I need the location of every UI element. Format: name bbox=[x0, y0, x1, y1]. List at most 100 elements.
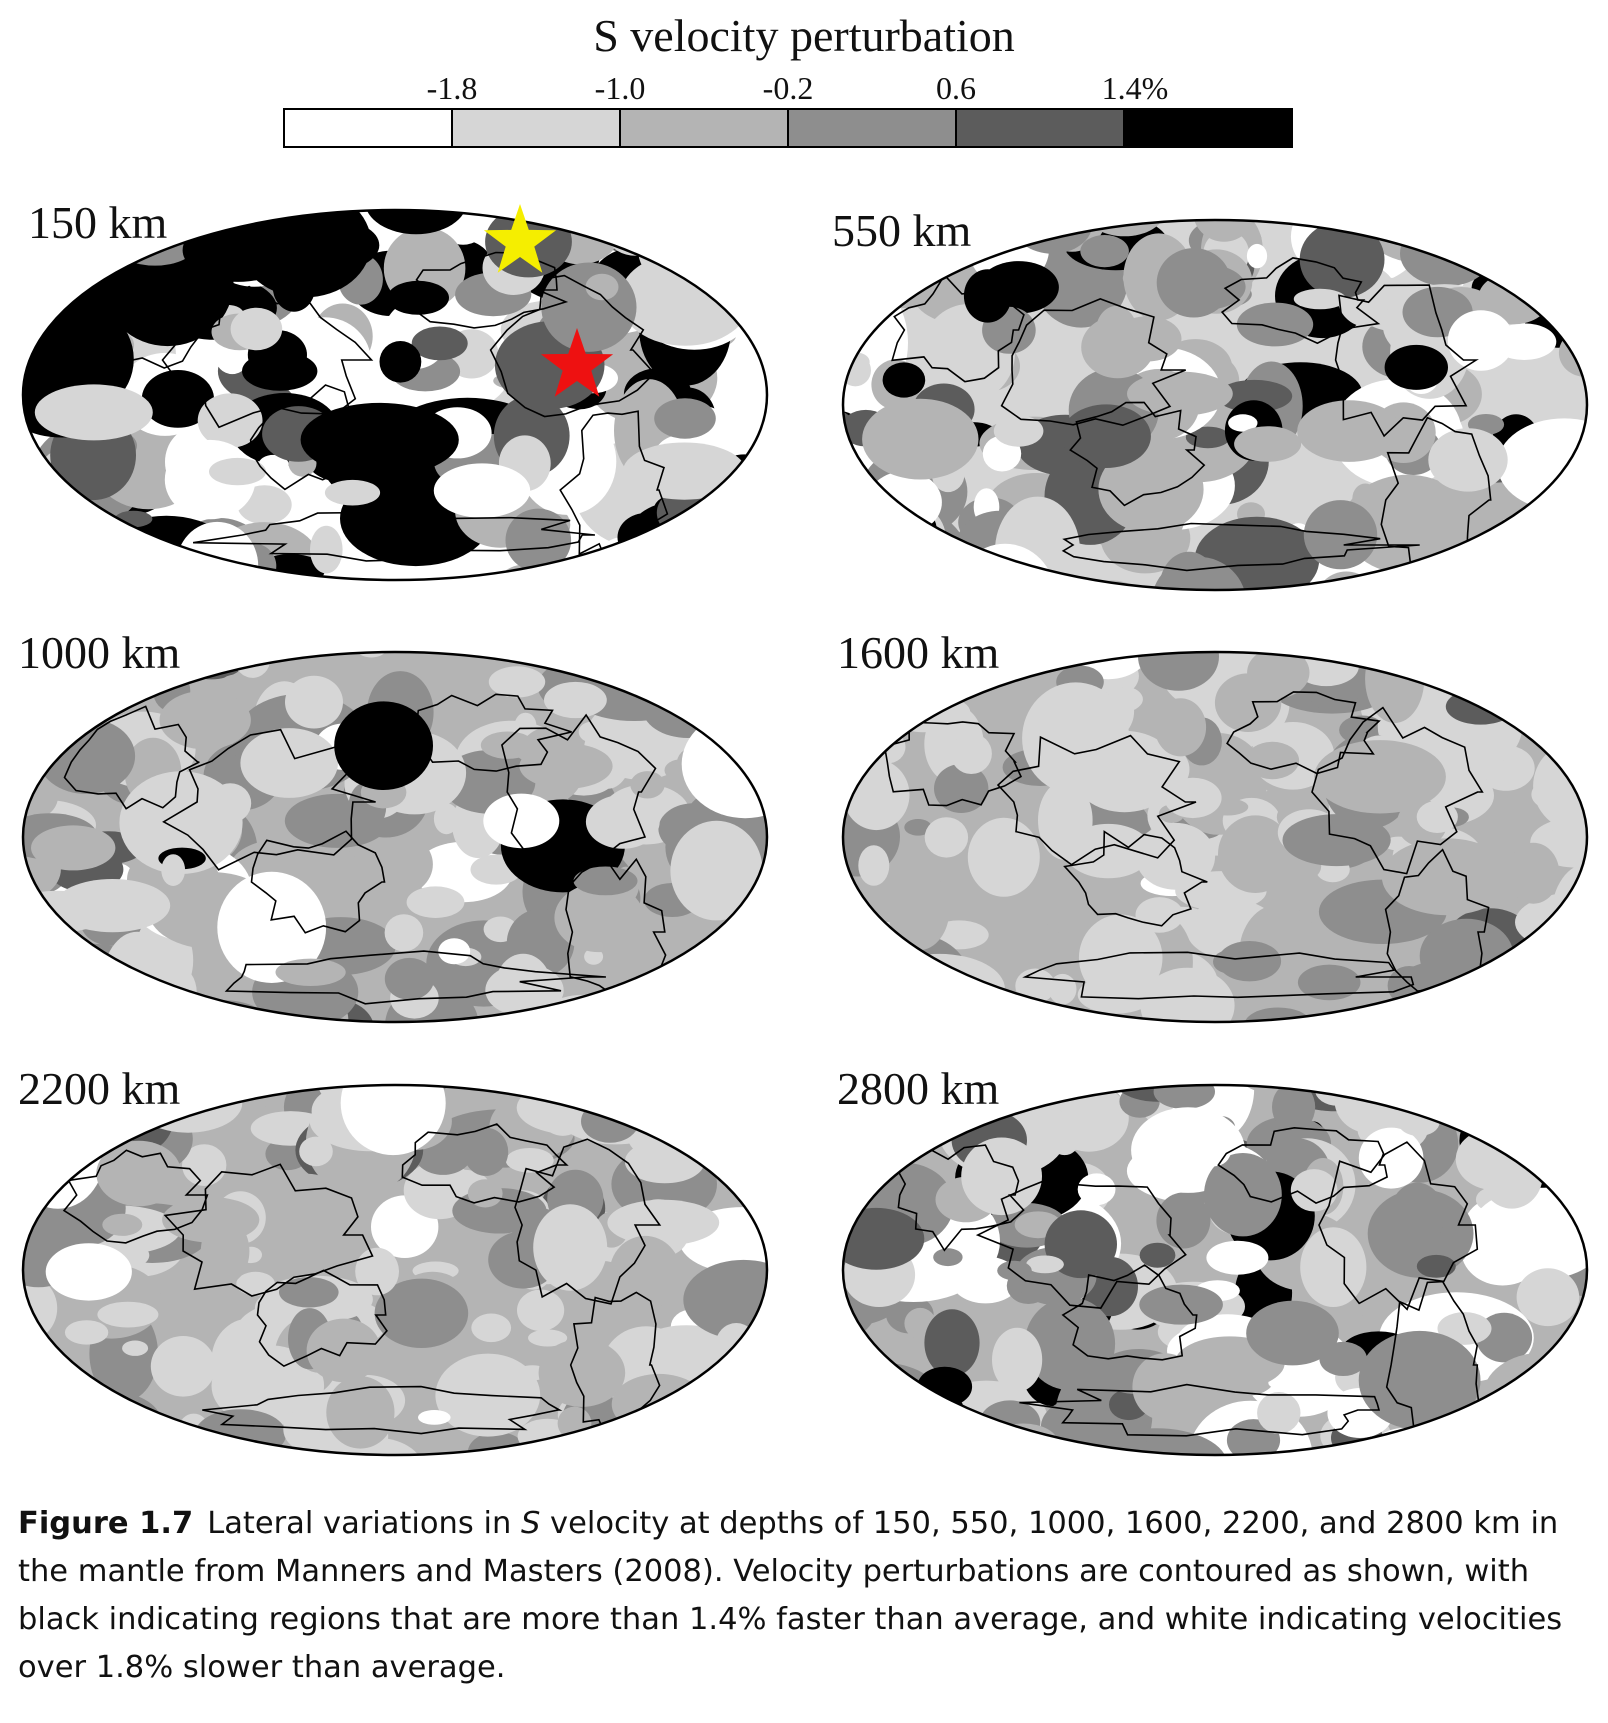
contour-region bbox=[1116, 612, 1143, 620]
contour-region bbox=[408, 518, 430, 543]
contour-region bbox=[654, 398, 716, 439]
mollweide-map bbox=[841, 650, 1589, 1024]
contour-region bbox=[1056, 220, 1085, 222]
contour-region bbox=[609, 1235, 681, 1310]
contour-region bbox=[1365, 652, 1425, 723]
contour-region bbox=[585, 1008, 696, 1022]
contour-region bbox=[37, 718, 136, 794]
contour-region bbox=[123, 560, 168, 580]
contour-region bbox=[892, 569, 1019, 590]
contour-region bbox=[875, 961, 946, 1011]
coastline bbox=[501, 713, 657, 862]
color-scale-swatch bbox=[789, 110, 957, 146]
contour-region bbox=[326, 1376, 395, 1449]
contour-region bbox=[664, 1424, 767, 1455]
contour-region bbox=[1424, 1085, 1461, 1114]
contour-region bbox=[1218, 815, 1293, 893]
contour-region bbox=[383, 652, 411, 653]
contour-region bbox=[1192, 220, 1256, 242]
contour-region bbox=[23, 1144, 50, 1178]
contour-region bbox=[1272, 1085, 1316, 1132]
mollweide-map bbox=[841, 1083, 1589, 1485]
contour-region bbox=[242, 351, 318, 391]
contour-region bbox=[1547, 826, 1586, 851]
coastline bbox=[63, 705, 200, 810]
contour-region bbox=[1475, 652, 1547, 681]
contour-region bbox=[1455, 1128, 1533, 1191]
contour-region bbox=[916, 1414, 950, 1429]
legend-tick-label: 1.4% bbox=[1101, 70, 1169, 106]
contour-region bbox=[406, 886, 465, 918]
map-panel-550km bbox=[835, 200, 1595, 620]
contour-region bbox=[683, 1259, 767, 1340]
legend-tick-label: 0.6 bbox=[936, 70, 976, 106]
contour-region bbox=[1289, 1447, 1346, 1455]
coastline bbox=[996, 734, 1197, 866]
contour-region bbox=[42, 521, 111, 559]
contour-region bbox=[862, 398, 979, 480]
contour-region bbox=[1516, 1268, 1580, 1327]
map-outline bbox=[841, 1083, 1589, 1457]
contour-region bbox=[31, 825, 116, 871]
contour-region bbox=[719, 261, 743, 285]
contour-region bbox=[533, 1204, 608, 1291]
contour-region bbox=[1309, 1459, 1382, 1485]
contour-region bbox=[655, 983, 748, 1022]
coastline bbox=[66, 270, 202, 369]
map-panel-1000km bbox=[15, 632, 775, 1052]
contour-region bbox=[483, 793, 560, 849]
coastline bbox=[62, 1149, 209, 1244]
contour-region bbox=[609, 221, 664, 256]
contour-region bbox=[159, 690, 251, 750]
contour-region bbox=[1022, 682, 1130, 795]
yellow-star-marker bbox=[483, 204, 557, 273]
coastline bbox=[1000, 298, 1186, 427]
contour-region bbox=[272, 578, 313, 580]
contour-region bbox=[299, 1136, 333, 1167]
contour-region bbox=[1359, 1436, 1400, 1455]
contour-region bbox=[389, 584, 424, 610]
contour-region bbox=[544, 681, 607, 719]
contour-region bbox=[1257, 1392, 1301, 1434]
contour-region bbox=[356, 652, 387, 658]
contour-region bbox=[681, 1392, 717, 1421]
contour-region bbox=[1416, 800, 1458, 833]
coastline bbox=[1019, 1383, 1381, 1437]
contour-region bbox=[23, 1144, 55, 1205]
mollweide-map bbox=[21, 1083, 769, 1457]
color-scale-bar bbox=[283, 108, 1293, 148]
contour-region bbox=[23, 547, 83, 580]
contour-region bbox=[854, 1451, 895, 1455]
contour-region bbox=[1337, 573, 1427, 590]
contour-region bbox=[1011, 1442, 1071, 1455]
contour-region bbox=[23, 1348, 58, 1399]
contour-region bbox=[1290, 1169, 1338, 1212]
contour-region bbox=[194, 1409, 287, 1455]
contour-region bbox=[977, 1004, 1061, 1022]
contour-region bbox=[433, 463, 531, 518]
contour-region bbox=[1399, 652, 1483, 655]
contour-region bbox=[585, 273, 619, 301]
contour-region bbox=[1268, 1375, 1304, 1391]
contour-region bbox=[888, 869, 950, 951]
contour-region bbox=[387, 280, 450, 315]
contour-region bbox=[646, 1085, 681, 1102]
map-panel-2200km bbox=[15, 1065, 775, 1485]
contour-region bbox=[384, 914, 424, 952]
contour-region bbox=[727, 652, 767, 714]
contour-region bbox=[1156, 1192, 1211, 1249]
legend-title: S velocity perturbation bbox=[593, 10, 1015, 61]
contour-region bbox=[843, 1121, 894, 1172]
contour-region bbox=[24, 1379, 112, 1455]
contour-region bbox=[240, 728, 338, 798]
contour-region bbox=[1159, 551, 1219, 590]
contour-region bbox=[285, 675, 343, 729]
contour-region bbox=[925, 1444, 976, 1455]
coastline bbox=[489, 274, 656, 418]
contour-region bbox=[1388, 1085, 1501, 1112]
contour-region bbox=[933, 1248, 963, 1267]
contour-region bbox=[1314, 740, 1446, 814]
contour-region bbox=[1315, 1085, 1361, 1106]
contour-region bbox=[630, 771, 665, 799]
contour-region bbox=[1135, 897, 1184, 933]
